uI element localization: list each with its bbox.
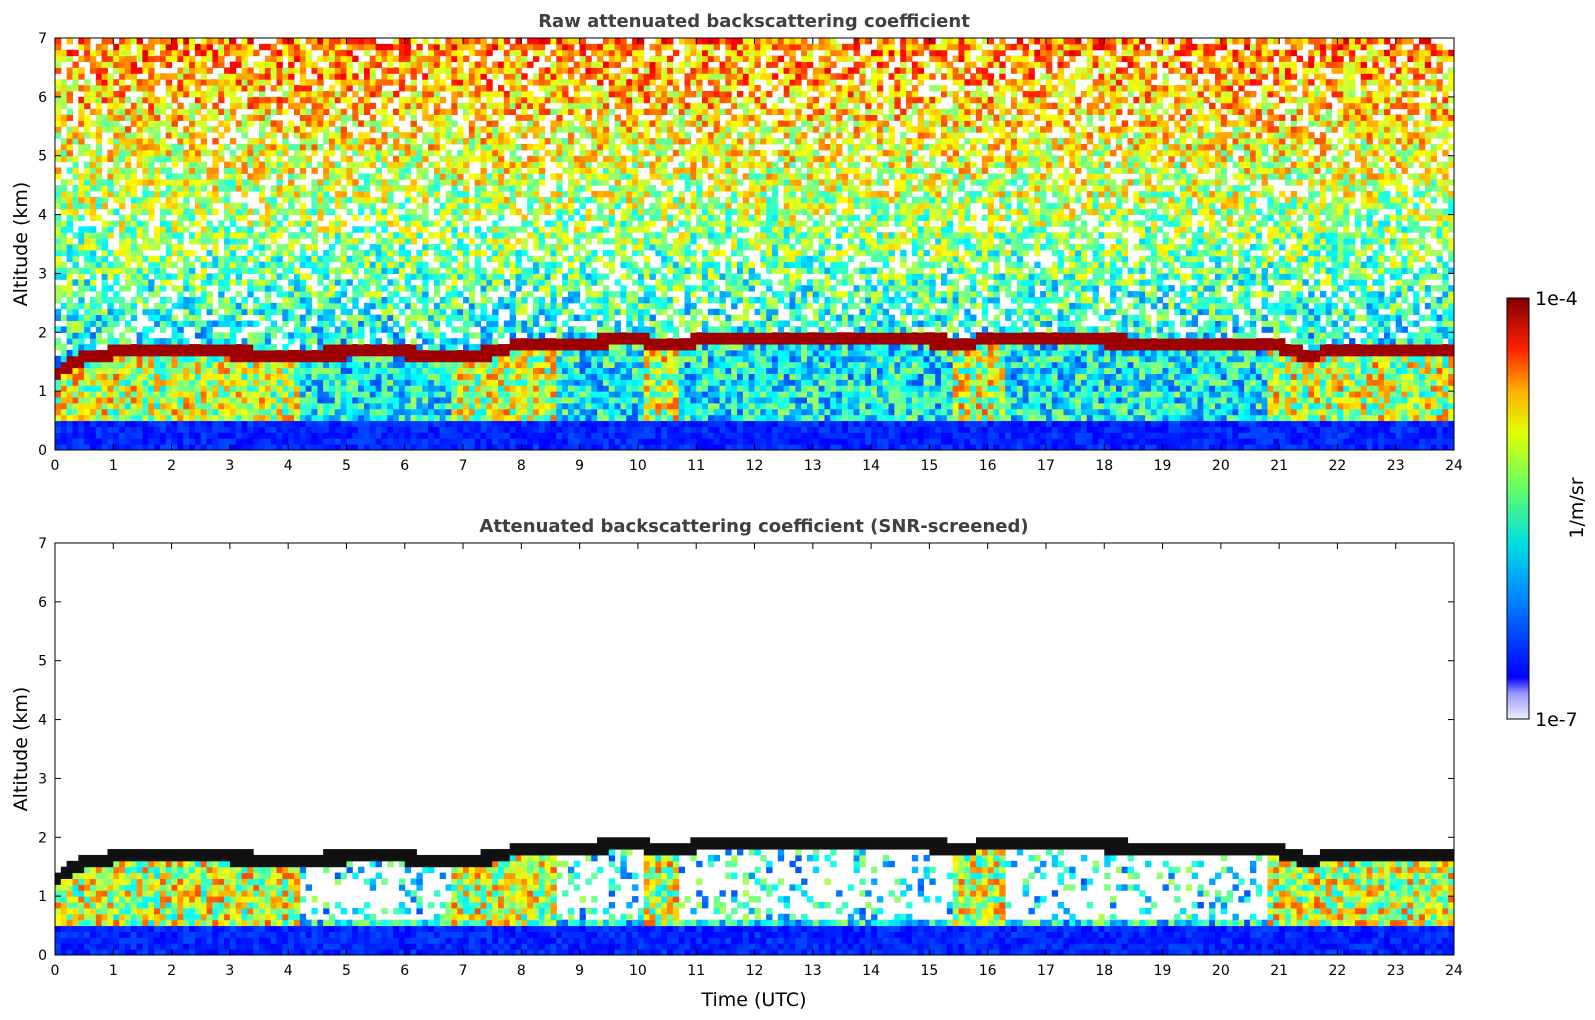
y-tick-label: 1: [38, 889, 47, 905]
y-tick-label: 1: [38, 384, 47, 400]
x-tick-label: 22: [1329, 458, 1347, 474]
x-tick-label: 10: [629, 963, 647, 979]
x-axis-label: Time (UTC): [700, 989, 806, 1011]
y-tick-label: 0: [38, 948, 47, 964]
x-tick-label: 11: [687, 458, 705, 474]
x-tick-label: 4: [284, 458, 293, 474]
x-tick-label: 6: [400, 458, 409, 474]
x-tick-label: 3: [225, 458, 234, 474]
x-tick-label: 18: [1095, 963, 1113, 979]
x-tick-label: 0: [51, 458, 60, 474]
colorbar-max-label: 1e-4: [1535, 288, 1578, 310]
x-tick-label: 5: [342, 963, 351, 979]
x-tick-label: 3: [225, 963, 234, 979]
y-tick-label: 2: [38, 830, 47, 846]
x-tick-label: 24: [1445, 963, 1463, 979]
y-tick-label: 4: [38, 208, 47, 224]
x-tick-label: 23: [1387, 458, 1405, 474]
x-tick-label: 6: [400, 963, 409, 979]
x-tick-label: 21: [1270, 458, 1288, 474]
colorbar: 1e-4 1e-7 1/m/sr: [1506, 288, 1588, 731]
y-tick-label: 7: [38, 31, 47, 47]
x-tick-label: 2: [167, 458, 176, 474]
axis-ticks: 0 1 2 3 4 5 6 7 8 9 10 11 12 13 14 15 16 17 18 19 20 21 22 23 24…: [38, 31, 1463, 474]
x-tick-label: 9: [575, 458, 584, 474]
x-tick-label: 16: [979, 963, 997, 979]
x-tick-label: 19: [1154, 963, 1172, 979]
y-tick-label: 0: [38, 443, 47, 459]
x-tick-label: 24: [1445, 458, 1463, 474]
x-tick-label: 15: [920, 458, 938, 474]
chart-title: Attenuated backscattering coefficient (S…: [479, 516, 1028, 537]
y-tick-label: 7: [38, 536, 47, 552]
x-tick-label: 11: [687, 963, 705, 979]
x-tick-label: 22: [1329, 963, 1347, 979]
x-tick-label: 20: [1212, 458, 1230, 474]
x-tick-label: 10: [629, 458, 647, 474]
x-tick-label: 13: [804, 458, 822, 474]
y-axis-label: Altitude (km): [10, 687, 32, 812]
x-tick-label: 0: [51, 963, 60, 979]
y-axis-label: Altitude (km): [10, 182, 32, 307]
x-tick-label: 17: [1037, 458, 1055, 474]
chart-title: Raw attenuated backscattering coefficien…: [538, 11, 970, 32]
axis-ticks: 0 1 2 3 4 5 6 7 8 9 10 11 12 13 14 15 16 17 18 19 20 21 22 23 24…: [38, 536, 1463, 979]
y-tick-label: 2: [38, 325, 47, 341]
x-tick-label: 8: [517, 458, 526, 474]
x-tick-label: 18: [1095, 458, 1113, 474]
x-tick-label: 9: [575, 963, 584, 979]
colorbar-units-label: 1/m/sr: [1566, 477, 1588, 538]
colorbar-min-label: 1e-7: [1535, 709, 1578, 731]
panel-raw: Raw attenuated backscattering coefficien…: [10, 11, 1463, 474]
x-tick-label: 4: [284, 963, 293, 979]
x-tick-label: 1: [109, 963, 118, 979]
x-tick-label: 15: [920, 963, 938, 979]
x-tick-label: 7: [459, 458, 468, 474]
x-tick-label: 20: [1212, 963, 1230, 979]
x-tick-label: 1: [109, 458, 118, 474]
x-tick-label: 14: [862, 963, 880, 979]
heatmap-screened: [55, 837, 1454, 955]
x-tick-label: 23: [1387, 963, 1405, 979]
y-tick-label: 3: [38, 771, 47, 787]
colorbar-scale: [1506, 297, 1530, 720]
heatmap-raw: [55, 38, 1454, 450]
x-tick-label: 5: [342, 458, 351, 474]
y-tick-label: 3: [38, 266, 47, 282]
x-tick-label: 12: [746, 458, 764, 474]
x-tick-label: 7: [459, 963, 468, 979]
x-tick-label: 16: [979, 458, 997, 474]
y-tick-label: 5: [38, 149, 47, 165]
x-tick-label: 14: [862, 458, 880, 474]
x-tick-label: 21: [1270, 963, 1288, 979]
y-tick-label: 6: [38, 595, 47, 611]
y-tick-label: 6: [38, 90, 47, 106]
x-tick-label: 8: [517, 963, 526, 979]
y-tick-label: 5: [38, 654, 47, 670]
x-tick-label: 17: [1037, 963, 1055, 979]
x-tick-label: 12: [746, 963, 764, 979]
x-tick-label: 19: [1154, 458, 1172, 474]
panel-screened: Attenuated backscattering coefficient (S…: [10, 516, 1463, 1011]
x-tick-label: 2: [167, 963, 176, 979]
y-tick-label: 4: [38, 713, 47, 729]
x-tick-label: 13: [804, 963, 822, 979]
